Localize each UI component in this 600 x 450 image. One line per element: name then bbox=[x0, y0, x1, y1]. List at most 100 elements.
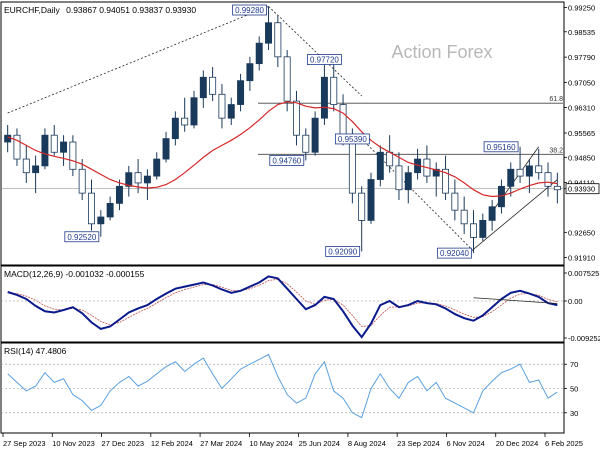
price-tick-label: 0.94110 bbox=[568, 179, 595, 188]
fib-level-label: 38.2 bbox=[549, 147, 563, 154]
candle bbox=[69, 135, 77, 177]
swing-price-label: 0.95390 bbox=[334, 133, 370, 145]
candle-body bbox=[4, 134, 12, 143]
swing-label-box bbox=[325, 246, 361, 257]
date-tick-label: 27 Dec 2023 bbox=[102, 439, 145, 448]
macd-panel-frame bbox=[0, 265, 565, 343]
candle bbox=[283, 50, 291, 112]
candle-body bbox=[162, 138, 170, 160]
candle-body bbox=[302, 134, 310, 153]
rsi-plot bbox=[1, 353, 563, 419]
candle-body bbox=[516, 168, 524, 177]
candle bbox=[442, 155, 450, 200]
candle-body bbox=[190, 97, 198, 126]
candle bbox=[153, 152, 161, 180]
candle bbox=[525, 159, 533, 194]
macd-signal-line bbox=[7, 278, 558, 327]
swing-label-text: 0.99280 bbox=[235, 6, 264, 15]
rsi-header: RSI(14) 47.4806 bbox=[4, 346, 67, 356]
swing-price-label: 0.99280 bbox=[232, 4, 267, 16]
candle bbox=[488, 199, 496, 231]
swing-label-box bbox=[483, 141, 519, 153]
price-tick-label: 0.97790 bbox=[568, 53, 595, 62]
swing-label-text: 0.95160 bbox=[487, 143, 516, 152]
candle-body bbox=[143, 175, 151, 184]
candle-body bbox=[255, 42, 263, 65]
candle-body bbox=[209, 76, 217, 95]
candle bbox=[470, 210, 477, 254]
candle bbox=[125, 165, 133, 197]
candle-body bbox=[488, 206, 496, 221]
candle bbox=[181, 97, 189, 132]
candle bbox=[60, 135, 68, 166]
fib-level-label: 61.8 bbox=[549, 96, 563, 103]
candle bbox=[78, 159, 86, 200]
candle-body bbox=[181, 117, 189, 126]
candle bbox=[255, 36, 263, 71]
price-tick-label: 0.94850 bbox=[568, 153, 595, 162]
rsi-tick-label: 70 bbox=[570, 360, 578, 369]
candle-body bbox=[265, 22, 272, 44]
candle bbox=[171, 111, 179, 146]
macd-tick-label: -0.009252 bbox=[568, 334, 600, 343]
candle bbox=[22, 145, 30, 183]
candle-body bbox=[106, 202, 114, 218]
candle-body bbox=[358, 192, 366, 221]
candle bbox=[274, 15, 282, 68]
candle-body bbox=[13, 134, 21, 160]
candle-body bbox=[507, 168, 515, 187]
candle-body bbox=[544, 172, 552, 187]
candle-body bbox=[470, 223, 477, 238]
candle bbox=[32, 155, 40, 194]
candle-body bbox=[283, 56, 291, 102]
candle-body bbox=[69, 141, 77, 170]
price-tick-label: 0.98535 bbox=[568, 28, 595, 37]
price-tick-label: 0.96310 bbox=[568, 104, 595, 113]
date-tick-label: 12 Feb 2024 bbox=[151, 439, 193, 448]
candle bbox=[367, 172, 375, 224]
candle-body bbox=[153, 158, 161, 177]
swing-label-text: 0.95390 bbox=[338, 135, 367, 144]
rsi-panel-frame bbox=[0, 342, 565, 434]
candle-body bbox=[227, 104, 235, 119]
swing-price-label: 0.95160 bbox=[483, 141, 519, 153]
swing-label-box bbox=[64, 231, 100, 243]
candle-body bbox=[320, 76, 328, 119]
moving-average-line bbox=[7, 101, 558, 198]
candle bbox=[302, 128, 310, 161]
candle bbox=[143, 169, 151, 200]
candle-body bbox=[535, 165, 543, 174]
date-tick-label: 10 May 2024 bbox=[249, 439, 292, 448]
candle-body bbox=[386, 151, 394, 167]
candle-body bbox=[134, 172, 142, 184]
candle bbox=[88, 179, 95, 231]
candle bbox=[106, 196, 114, 221]
date-tick-label: 27 Sep 2023 bbox=[3, 439, 46, 448]
candle bbox=[404, 165, 412, 204]
watermark-text: Action Forex bbox=[391, 42, 492, 62]
candle bbox=[13, 128, 21, 166]
dotted-trend-line bbox=[7, 6, 269, 114]
candle-body bbox=[78, 168, 86, 194]
current-price-box bbox=[565, 183, 600, 195]
swing-label-text: 0.94760 bbox=[272, 156, 301, 165]
swing-label-box bbox=[437, 247, 472, 259]
candle bbox=[115, 179, 123, 211]
swing-price-label: 0.97720 bbox=[307, 54, 342, 65]
candle bbox=[395, 152, 403, 200]
candle-body bbox=[60, 141, 68, 153]
candle-body bbox=[376, 151, 384, 180]
candle bbox=[190, 90, 198, 129]
candle-body bbox=[199, 76, 207, 99]
macd-tick-label: 0.007525 bbox=[568, 269, 599, 278]
candle-body bbox=[525, 165, 533, 177]
candle-body bbox=[442, 168, 450, 194]
candle-body bbox=[293, 100, 300, 136]
candle bbox=[432, 162, 440, 197]
swing-label-text: 0.92090 bbox=[328, 247, 357, 256]
candle-body bbox=[32, 165, 40, 174]
date-tick-label: 23 Sep 2024 bbox=[397, 439, 440, 448]
candle bbox=[376, 145, 384, 187]
macd-main-line bbox=[7, 275, 558, 339]
